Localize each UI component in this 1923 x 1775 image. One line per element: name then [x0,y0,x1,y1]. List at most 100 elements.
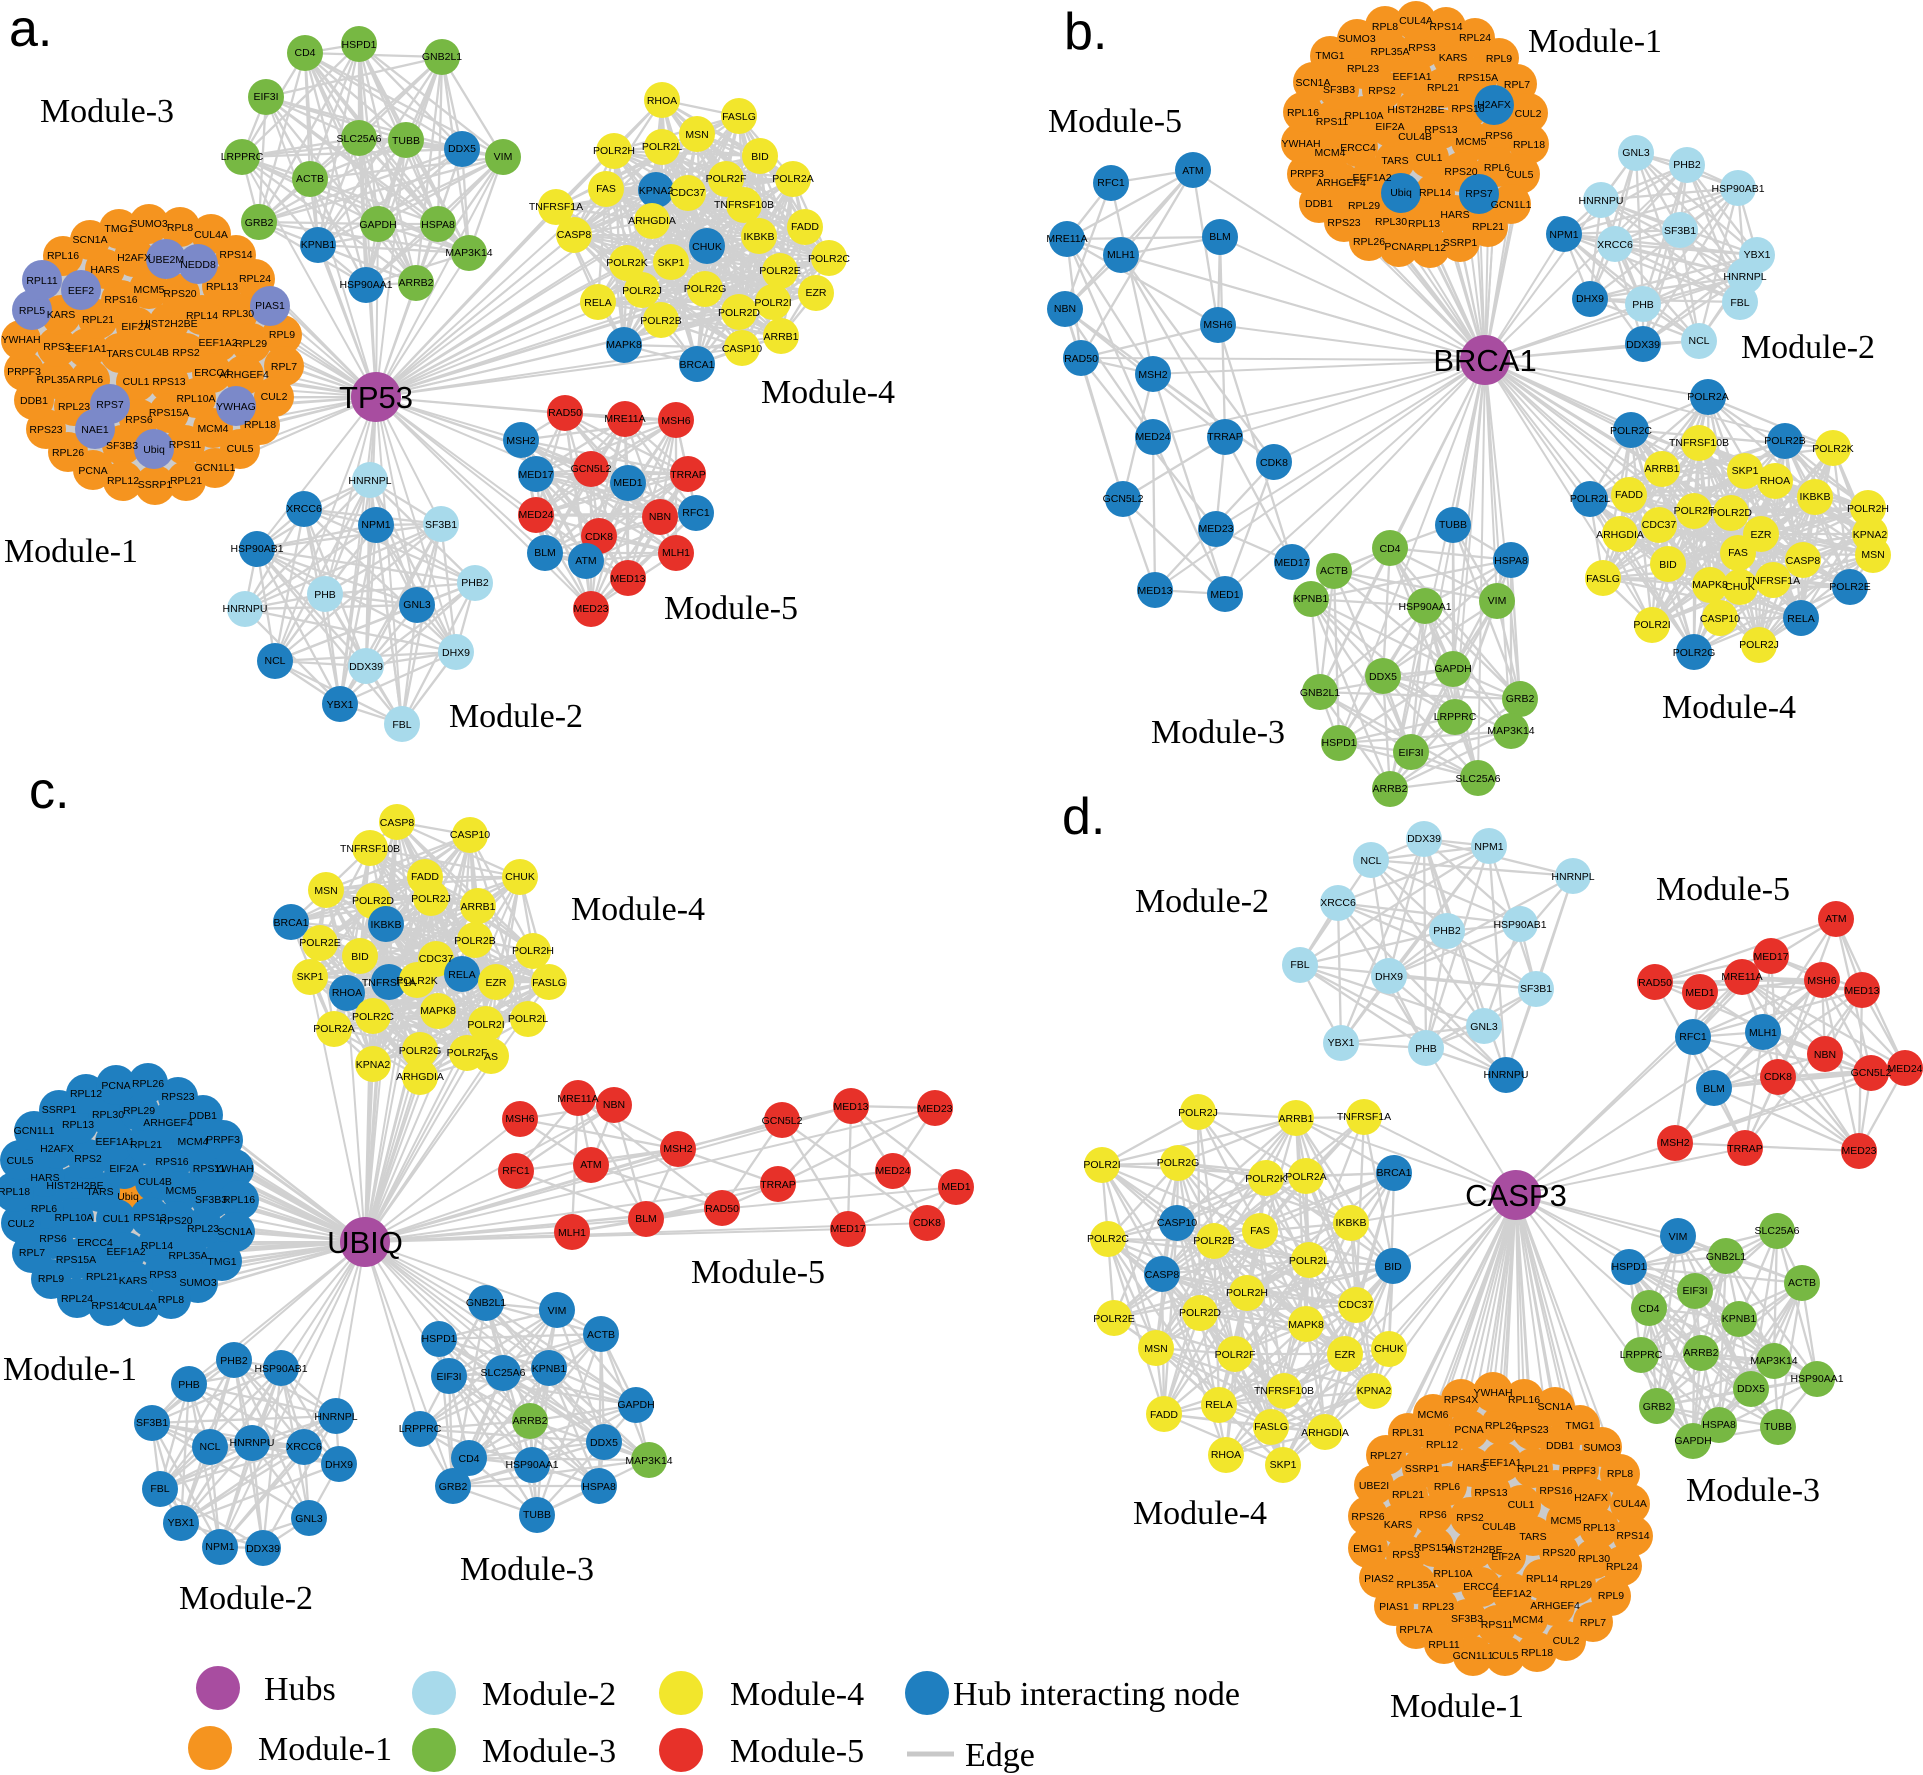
svg-text:RPL35A: RPL35A [168,1250,207,1262]
svg-text:RPS2: RPS2 [172,347,200,359]
svg-text:ARHGEF4: ARHGEF4 [219,369,269,381]
svg-text:HIST2H2BE: HIST2H2BE [46,1180,103,1192]
svg-text:MED13: MED13 [833,1101,868,1113]
svg-text:CUL2: CUL2 [261,391,288,403]
svg-text:FASLG: FASLG [1254,1421,1288,1433]
svg-text:POLR2G: POLR2G [1157,1157,1200,1169]
svg-text:FAS: FAS [1250,1225,1270,1237]
svg-text:CUL1: CUL1 [1508,1499,1535,1511]
svg-text:POLR2H: POLR2H [593,145,635,157]
svg-text:MSN: MSN [685,129,708,141]
svg-text:HSPA8: HSPA8 [1494,555,1528,567]
svg-text:TARS: TARS [86,1186,113,1198]
svg-text:RPS23: RPS23 [1515,1424,1548,1436]
svg-text:RPS6: RPS6 [125,414,153,426]
svg-text:CHUK: CHUK [1725,581,1755,593]
svg-text:EEF1A1: EEF1A1 [67,343,106,355]
svg-text:NPM1: NPM1 [1474,841,1503,853]
svg-text:RPL7A: RPL7A [1399,1624,1432,1636]
svg-text:HSP90AB1: HSP90AB1 [230,543,283,555]
svg-text:DDX39: DDX39 [349,661,383,673]
svg-text:SSRP1: SSRP1 [1443,237,1478,249]
svg-text:MSH2: MSH2 [1660,1137,1689,1149]
svg-text:POLR2K: POLR2K [606,257,647,269]
svg-text:CD4: CD4 [294,47,315,59]
svg-text:POLR2L: POLR2L [642,141,682,153]
svg-text:EEF1A1: EEF1A1 [1392,71,1431,83]
svg-text:ARRB1: ARRB1 [460,901,495,913]
svg-text:BRCA1: BRCA1 [1376,1167,1411,1179]
svg-text:BLM: BLM [1703,1083,1725,1095]
svg-text:ARHGDIA: ARHGDIA [628,215,676,227]
svg-text:RPL10A: RPL10A [176,393,215,405]
svg-text:CUL4B: CUL4B [138,1176,172,1188]
svg-text:FBL: FBL [392,719,411,731]
svg-text:RPL9: RPL9 [269,329,295,341]
svg-text:RPS15A: RPS15A [56,1254,96,1266]
svg-text:RPL29: RPL29 [123,1105,155,1117]
svg-text:FBL: FBL [150,1483,169,1495]
svg-text:Module-4: Module-4 [730,1676,864,1713]
svg-text:RPS2: RPS2 [1456,1512,1484,1524]
svg-text:POLR2G: POLR2G [684,283,727,295]
svg-text:CASP10: CASP10 [450,829,490,841]
svg-text:ARRB2: ARRB2 [512,1415,547,1427]
svg-text:POLR2F: POLR2F [1215,1349,1256,1361]
svg-text:DDB1: DDB1 [189,1110,217,1122]
svg-text:TNFRSF10B: TNFRSF10B [340,843,400,855]
svg-text:Module-5: Module-5 [730,1733,864,1770]
svg-text:TRRAP: TRRAP [670,469,706,481]
svg-text:RPL24: RPL24 [1606,1561,1638,1573]
svg-text:GCN1L1: GCN1L1 [1453,1650,1494,1662]
svg-text:Module-4: Module-4 [1133,1495,1267,1532]
svg-text:PHB2: PHB2 [461,577,489,589]
svg-text:c.: c. [29,762,69,820]
svg-text:POLR2G: POLR2G [1673,647,1716,659]
svg-text:MSN: MSN [1144,1343,1167,1355]
svg-text:RPL23: RPL23 [1347,63,1379,75]
svg-text:PCNA: PCNA [101,1080,130,1092]
svg-text:RPS11: RPS11 [169,439,202,451]
svg-text:POLR2E: POLR2E [1093,1313,1134,1325]
svg-text:MED23: MED23 [917,1103,952,1115]
svg-text:RPS20: RPS20 [163,288,196,300]
svg-text:RPL12: RPL12 [70,1088,102,1100]
svg-text:ARHGDIA: ARHGDIA [1596,529,1644,541]
svg-text:EIF3I: EIF3I [253,91,278,103]
svg-text:RPL8: RPL8 [1607,1468,1633,1480]
svg-text:CUL5: CUL5 [1507,169,1534,181]
svg-text:SF3B1: SF3B1 [425,519,457,531]
svg-text:POLR2F: POLR2F [1674,505,1715,517]
svg-text:EMG1: EMG1 [1353,1543,1383,1555]
svg-text:EEF1A2: EEF1A2 [198,337,237,349]
svg-text:EZR: EZR [1751,529,1772,541]
svg-text:Module-3: Module-3 [1686,1472,1820,1509]
svg-text:RPL21: RPL21 [1392,1489,1424,1501]
svg-text:MED17: MED17 [518,469,553,481]
svg-text:SF3B3: SF3B3 [1323,84,1355,96]
svg-text:MAPK8: MAPK8 [420,1005,456,1017]
svg-text:HNRNPL: HNRNPL [314,1411,357,1423]
svg-text:RPS16: RPS16 [1451,103,1484,115]
svg-text:MED1: MED1 [1685,987,1714,999]
svg-text:TARS: TARS [1381,155,1408,167]
svg-text:RPL24: RPL24 [1459,32,1491,44]
svg-text:DDX39: DDX39 [1626,339,1660,351]
svg-text:RPL10A: RPL10A [1433,1568,1472,1580]
svg-text:Module-4: Module-4 [1662,689,1796,726]
svg-text:POLR2E: POLR2E [1829,581,1870,593]
svg-text:MED17: MED17 [1274,557,1309,569]
svg-text:POLR2I: POLR2I [467,1019,504,1031]
svg-text:RAD50: RAD50 [548,407,582,419]
svg-text:FAS: FAS [596,183,616,195]
svg-text:EEF1A2: EEF1A2 [1352,172,1391,184]
svg-text:ARRB2: ARRB2 [398,277,433,289]
svg-text:TUBB: TUBB [392,135,420,147]
svg-text:UBIQ: UBIQ [327,1225,403,1260]
svg-text:Hub interacting node: Hub interacting node [953,1676,1240,1713]
svg-text:FBL: FBL [1730,297,1749,309]
svg-text:HARS: HARS [1440,209,1469,221]
svg-text:GCN5L2: GCN5L2 [1103,493,1144,505]
svg-text:PRPF3: PRPF3 [1290,168,1324,180]
svg-text:MSH6: MSH6 [661,415,690,427]
